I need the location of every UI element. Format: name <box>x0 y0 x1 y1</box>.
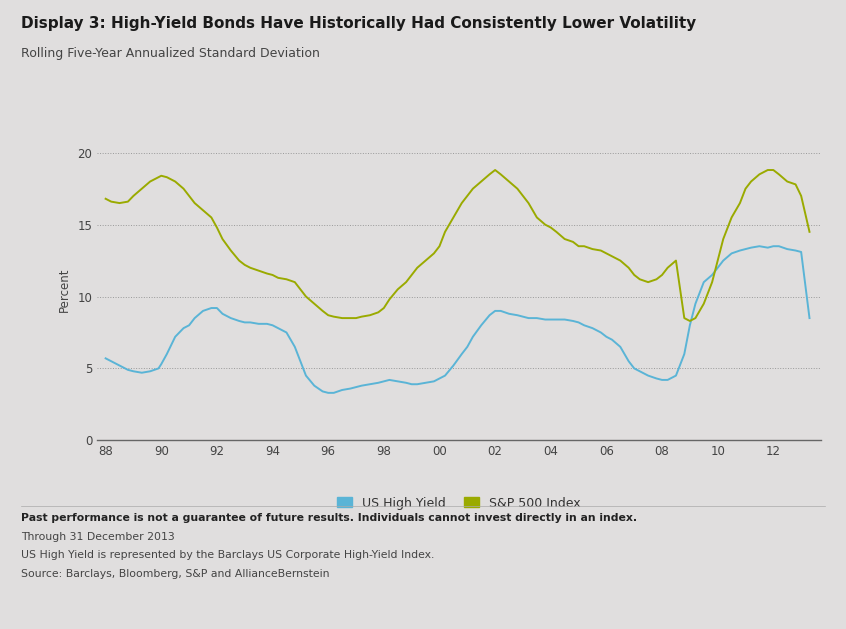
Legend: US High Yield, S&P 500 Index: US High Yield, S&P 500 Index <box>337 496 581 509</box>
Text: Rolling Five-Year Annualized Standard Deviation: Rolling Five-Year Annualized Standard De… <box>21 47 320 60</box>
Y-axis label: Percent: Percent <box>58 267 70 311</box>
Text: Source: Barclays, Bloomberg, S&P and AllianceBernstein: Source: Barclays, Bloomberg, S&P and All… <box>21 569 330 579</box>
Text: Through 31 December 2013: Through 31 December 2013 <box>21 532 175 542</box>
Text: Past performance is not a guarantee of future results. Individuals cannot invest: Past performance is not a guarantee of f… <box>21 513 637 523</box>
Text: US High Yield is represented by the Barclays US Corporate High-Yield Index.: US High Yield is represented by the Barc… <box>21 550 435 560</box>
Text: Display 3: High-Yield Bonds Have Historically Had Consistently Lower Volatility: Display 3: High-Yield Bonds Have Histori… <box>21 16 696 31</box>
